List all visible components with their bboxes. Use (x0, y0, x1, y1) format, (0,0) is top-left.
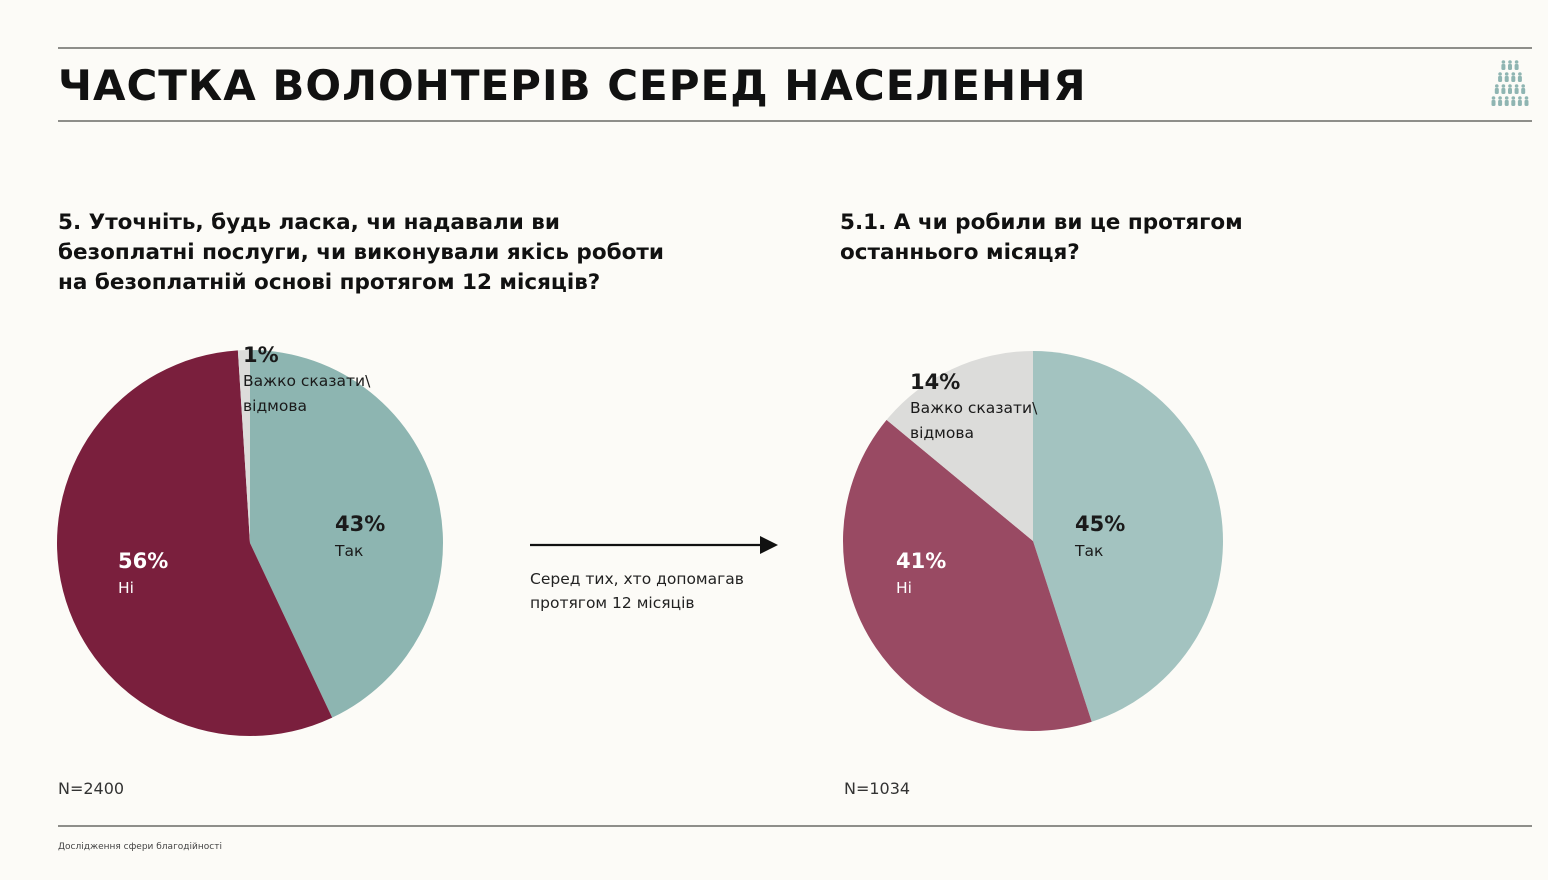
arrow-head (760, 536, 778, 554)
footer-rule (58, 825, 1532, 827)
pie-1-slice-1 (250, 350, 444, 718)
pie-1-slice-2-value: 56% (118, 549, 168, 573)
chart-1-title: 5. Уточніть, будь ласка, чи надавали ви … (58, 210, 664, 295)
pie-1-slice-2 (57, 350, 333, 736)
arrow (530, 536, 778, 554)
pie-2-slice-2 (842, 419, 1092, 731)
people-group-icon (1491, 60, 1529, 106)
pie-1-slice-3-label: Важко сказати\ відмова (243, 372, 371, 415)
chart-2-sample-size: N=1034 (844, 779, 911, 798)
pie-2-slice-2-value: 41% (896, 549, 946, 573)
pie-2-slice-1-label: Так (1074, 542, 1103, 560)
pie-2-slice-3-label: Важко сказати\ відмова (910, 399, 1038, 442)
pie-2-slice-3 (886, 351, 1033, 541)
title-underline (58, 120, 1532, 122)
pie-2-slice-1 (1033, 351, 1223, 722)
pie-1-slice-3 (237, 349, 250, 543)
top-rule (58, 47, 1532, 49)
pie-1-slice-3-value: 1% (243, 343, 279, 367)
pie-chart-last-month: 45% Так 41% Ні 14% Важко сказати\ відмова (842, 351, 1223, 731)
pie-chart-12-months: 43% Так 56% Ні 1% Важко сказати\ відмова (57, 343, 444, 736)
page-title: ЧАСТКА ВОЛОНТЕРІВ СЕРЕД НАСЕЛЕННЯ (58, 61, 1087, 110)
pie-2-slice-1-value: 45% (1075, 512, 1125, 536)
footer-text: Дослідження сфери благодійності (58, 842, 222, 852)
pie-1-slice-1-value: 43% (335, 512, 385, 536)
pie-2-slice-3-value: 14% (910, 370, 960, 394)
chart-1-sample-size: N=2400 (58, 779, 125, 798)
pie-1-slice-1-label: Так (334, 542, 363, 560)
pie-1-slice-2-label: Ні (118, 579, 134, 597)
arrow-note: Серед тих, хто допомагав протягом 12 міс… (530, 570, 744, 612)
pie-2-slice-2-label: Ні (896, 579, 912, 597)
chart-2-title: 5.1. А чи робили ви це протягом останньо… (840, 210, 1243, 265)
